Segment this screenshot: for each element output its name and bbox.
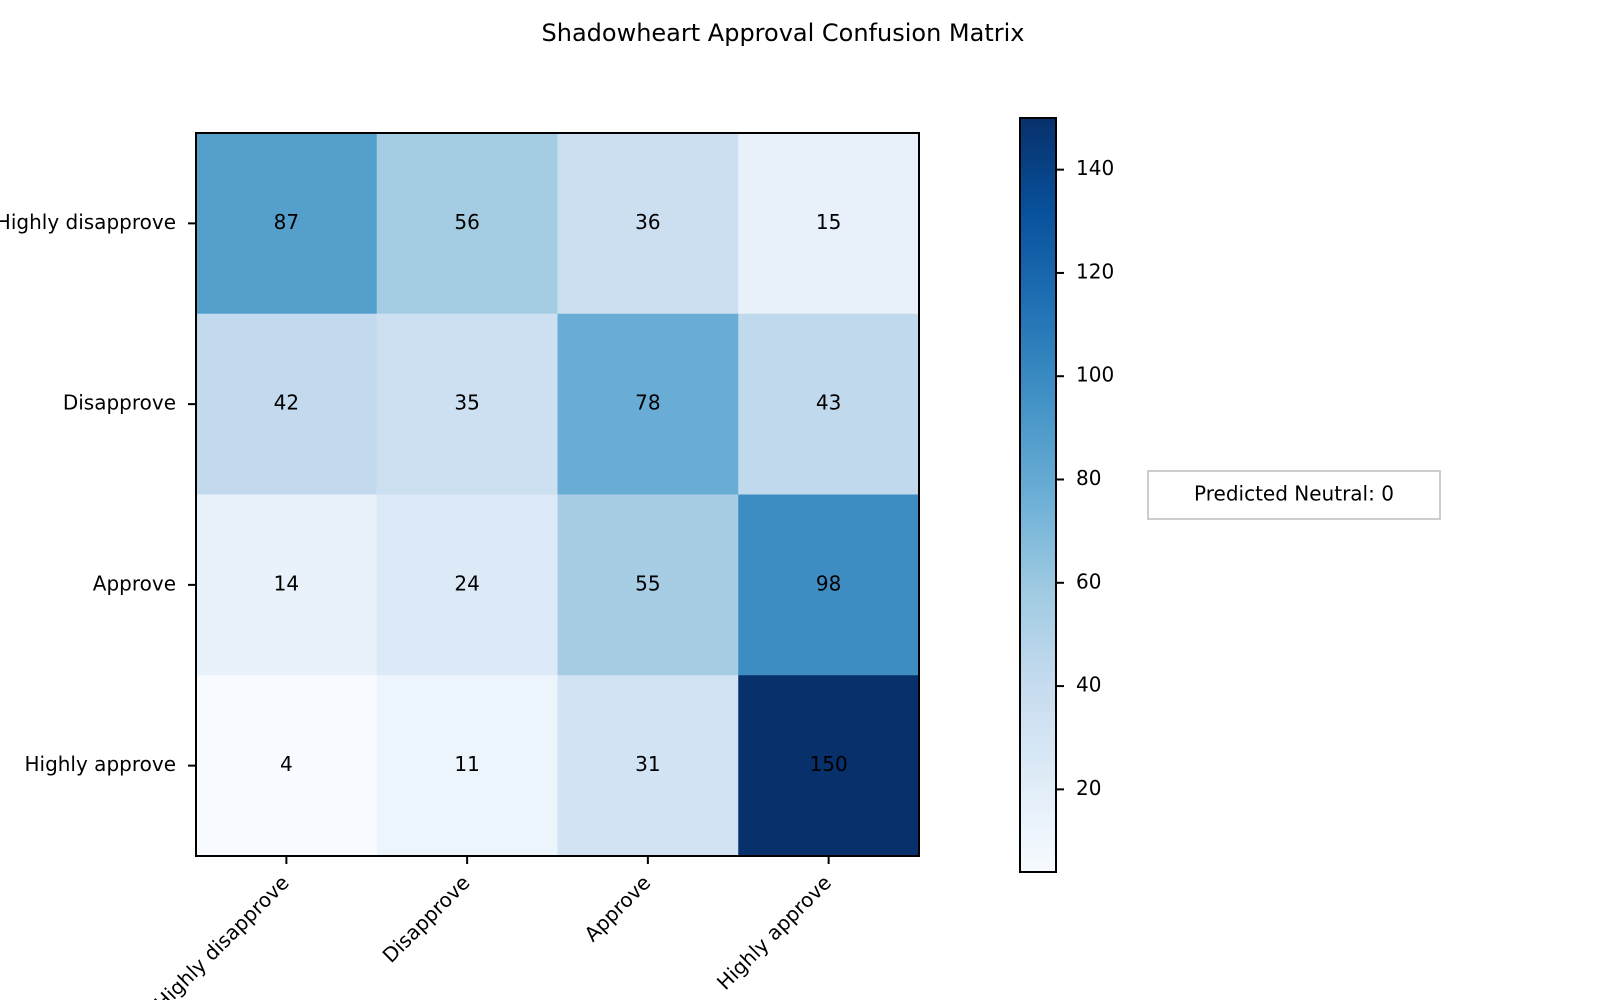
cell-label: 35: [454, 391, 479, 415]
heatmap-cell: [738, 675, 920, 857]
cell-label: 55: [635, 571, 660, 595]
x-tick-label: Highly approve: [712, 870, 836, 994]
cell-label: 56: [454, 210, 479, 234]
y-tick-label: Highly approve: [24, 752, 176, 776]
colorbar-tick-label: 140: [1076, 156, 1114, 180]
colorbar-tick-label: 100: [1076, 363, 1114, 387]
cell-label: 24: [454, 571, 479, 595]
heatmap-cell: [196, 133, 378, 315]
heatmap-cell: [557, 313, 739, 495]
colorbar: [1019, 117, 1057, 873]
cell-label: 78: [635, 391, 660, 415]
cell-label: 98: [816, 571, 841, 595]
heatmap-cell: [196, 313, 378, 495]
cell-label: 15: [816, 210, 841, 234]
cell-label: 150: [810, 752, 848, 776]
colorbar-tick-label: 40: [1076, 673, 1101, 697]
heatmap-cell: [196, 675, 378, 857]
heatmap-cell: [376, 675, 558, 857]
x-tick-label: Disapprove: [378, 870, 475, 967]
heatmap-cell: [376, 313, 558, 495]
cell-label: 14: [274, 571, 299, 595]
heatmap-cell: [738, 313, 920, 495]
annotation: Predicted Neutral: 0: [1194, 482, 1394, 506]
cell-label: 11: [454, 752, 479, 776]
heatmap-cell: [738, 133, 920, 315]
colorbar-tick-label: 120: [1076, 259, 1114, 283]
heatmap-cell: [376, 494, 558, 676]
heatmap-cell: [557, 675, 739, 857]
plot-frame: [195, 132, 920, 857]
cell-label: 31: [635, 752, 660, 776]
cell-label: 4: [280, 752, 293, 776]
heatmap-cell: [738, 494, 920, 676]
y-tick-label: Approve: [93, 571, 176, 595]
heatmap-cell: [557, 133, 739, 315]
colorbar-tick-label: 60: [1076, 569, 1101, 593]
cell-label: 42: [274, 391, 299, 415]
heatmap-cell: [376, 133, 558, 315]
cell-label: 36: [635, 210, 660, 234]
chart-title: Shadowheart Approval Confusion Matrix: [542, 19, 1025, 47]
colorbar-tick-label: 80: [1076, 466, 1101, 490]
heatmap-cell: [196, 494, 378, 676]
cell-label: 87: [274, 210, 299, 234]
annotation-box: [1147, 470, 1441, 520]
colorbar-tick-label: 20: [1076, 776, 1101, 800]
cell-label: 43: [816, 391, 841, 415]
y-tick-label: Disapprove: [63, 391, 176, 415]
x-tick-label: Approve: [579, 870, 655, 946]
heatmap-cell: [557, 494, 739, 676]
y-tick-label: Highly disapprove: [0, 210, 176, 234]
x-tick-label: Highly disapprove: [149, 870, 293, 1000]
